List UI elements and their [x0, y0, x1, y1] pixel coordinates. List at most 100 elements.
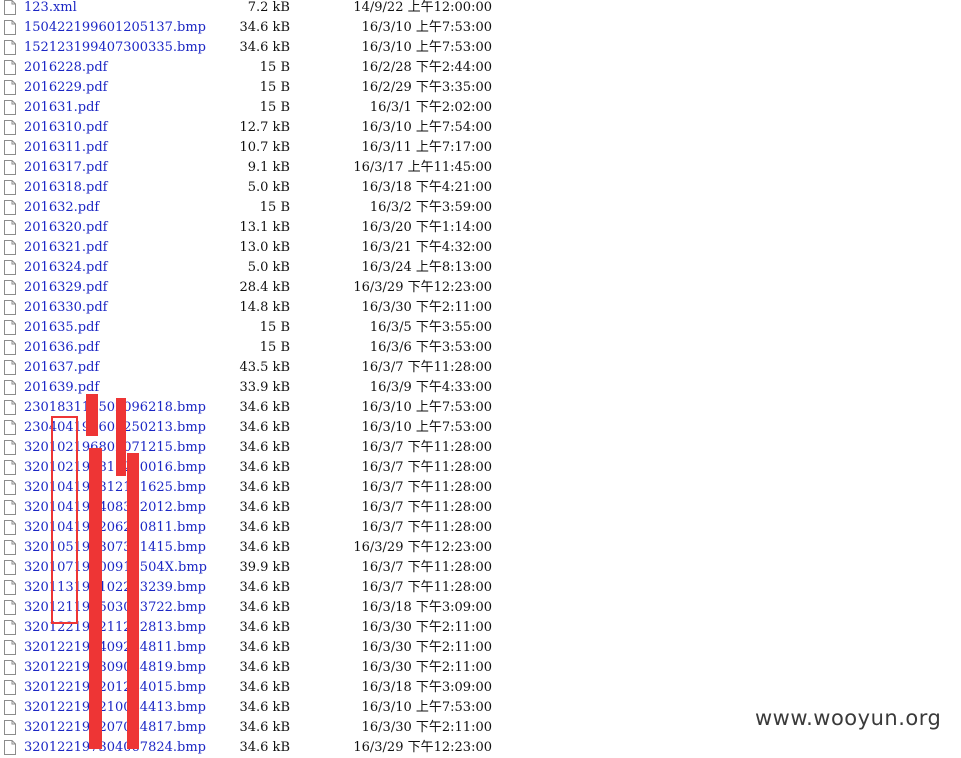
file-name-link[interactable]: 2016329.pdf [24, 280, 108, 295]
file-name-link[interactable]: 2016324.pdf [24, 260, 108, 275]
file-date: 16/3/30 下午2:11:00 [361, 640, 492, 655]
file-row: 320104196408302012.bmp 34.6 kB 16/3/7 下午11… [0, 498, 520, 518]
file-size: 15 B [259, 100, 290, 115]
file-name-link[interactable]: 2016318.pdf [24, 180, 108, 195]
file-name-link[interactable]: 320122196210044413.bmp [24, 700, 206, 715]
file-row: 320113196102283239.bmp 34.6 kB 16/3/7 下午11… [0, 578, 520, 598]
file-icon [4, 220, 16, 235]
file-icon [4, 720, 16, 735]
file-row: 32010719600918504X.bmp 39.9 kB 16/3/7 下午11… [0, 558, 520, 578]
file-name-link[interactable]: 201631.pdf [24, 100, 100, 115]
file-name-link[interactable]: 320122196409244811.bmp [24, 640, 206, 655]
file-icon [4, 180, 16, 195]
file-icon [4, 100, 16, 115]
file-date: 16/3/10 上午7:53:00 [361, 420, 492, 435]
file-name-link[interactable]: 320122196201244015.bmp [24, 680, 206, 695]
file-date: 16/3/10 上午7:53:00 [361, 20, 492, 35]
file-name-link[interactable]: 320102196802071215.bmp [24, 440, 206, 455]
file-row: 201637.pdf 43.5 kB 16/3/7 下午11:28:00 [0, 358, 520, 378]
file-name-link[interactable]: 123.xml [24, 0, 77, 15]
file-size: 33.9 kB [239, 380, 290, 395]
file-date: 16/3/1 下午2:02:00 [369, 100, 492, 115]
file-date: 16/3/17 上午11:45:00 [353, 160, 492, 175]
file-icon [4, 60, 16, 75]
file-name-link[interactable]: 2016317.pdf [24, 160, 108, 175]
file-row: 230404196608250213.bmp 34.6 kB 16/3/10 上午7… [0, 418, 520, 438]
file-name-link[interactable]: 201636.pdf [24, 340, 100, 355]
file-name-link[interactable]: 201632.pdf [24, 200, 100, 215]
file-size: 34.6 kB [239, 20, 290, 35]
file-date: 16/3/30 下午2:11:00 [361, 300, 492, 315]
file-size: 34.6 kB [239, 680, 290, 695]
file-row: 320104196312121625.bmp 34.6 kB 16/3/7 下午11… [0, 478, 520, 498]
file-name-link[interactable]: 2016330.pdf [24, 300, 108, 315]
file-row: 320122196207044817.bmp 34.6 kB 16/3/30 下午2… [0, 718, 520, 738]
file-date: 16/3/29 下午12:23:00 [353, 280, 492, 295]
file-row: 2016229.pdf 15 B 16/2/29 下午3:35:00 [0, 78, 520, 98]
file-name-link[interactable]: 2016320.pdf [24, 220, 108, 235]
file-name-link[interactable]: 201639.pdf [24, 380, 100, 395]
file-icon [4, 80, 16, 95]
file-date: 14/9/22 上午12:00:00 [353, 0, 492, 15]
file-date: 16/3/20 下午1:14:00 [361, 220, 492, 235]
file-row: 2016321.pdf 13.0 kB 16/3/21 下午4:32:00 [0, 238, 520, 258]
file-name-link[interactable]: 230404196608250213.bmp [24, 420, 206, 435]
file-name-link[interactable]: 150422199601205137.bmp [24, 20, 206, 35]
file-icon [4, 340, 16, 355]
file-name-link[interactable]: 320122196207044817.bmp [24, 720, 206, 735]
file-row: 320102196802071215.bmp 34.6 kB 16/3/7 下午11… [0, 438, 520, 458]
file-name-link[interactable]: 320122197304067824.bmp [24, 740, 206, 755]
file-date: 16/3/10 上午7:53:00 [361, 400, 492, 415]
file-size: 15 B [259, 320, 290, 335]
file-date: 16/3/7 下午11:28:00 [361, 520, 492, 535]
file-name-link[interactable]: 230183119502096218.bmp [24, 400, 206, 415]
file-size: 34.6 kB [239, 580, 290, 595]
file-name-link[interactable]: 152123199407300335.bmp [24, 40, 206, 55]
file-size: 34.6 kB [239, 740, 290, 755]
file-name-link[interactable]: 320122196309044819.bmp [24, 660, 206, 675]
file-name-link[interactable]: 320105196307301415.bmp [24, 540, 206, 555]
file-name-link[interactable]: 2016321.pdf [24, 240, 108, 255]
file-date: 16/3/7 下午11:28:00 [361, 440, 492, 455]
file-name-link[interactable]: 320104196206200811.bmp [24, 520, 206, 535]
file-name-link[interactable]: 2016310.pdf [24, 120, 108, 135]
file-name-link[interactable]: 320104196312121625.bmp [24, 480, 206, 495]
file-icon [4, 560, 16, 575]
file-row: 2016320.pdf 13.1 kB 16/3/20 下午1:14:00 [0, 218, 520, 238]
file-icon [4, 300, 16, 315]
file-row: 320122196309044819.bmp 34.6 kB 16/3/30 下午2… [0, 658, 520, 678]
file-size: 28.4 kB [239, 280, 290, 295]
file-name-link[interactable]: 320104196408302012.bmp [24, 500, 206, 515]
file-size: 34.6 kB [239, 480, 290, 495]
file-icon [4, 0, 16, 15]
file-icon [4, 240, 16, 255]
file-name-link[interactable]: 320102196811200016.bmp [24, 460, 206, 475]
file-date: 16/3/2 下午3:59:00 [369, 200, 492, 215]
file-name-link[interactable]: 2016311.pdf [24, 140, 108, 155]
file-size: 34.6 kB [239, 660, 290, 675]
file-icon [4, 700, 16, 715]
file-icon [4, 360, 16, 375]
file-size: 34.6 kB [239, 460, 290, 475]
file-row: 230183119502096218.bmp 34.6 kB 16/3/10 上午7… [0, 398, 520, 418]
file-name-link[interactable]: 201637.pdf [24, 360, 100, 375]
file-name-link[interactable]: 320113196102283239.bmp [24, 580, 206, 595]
file-name-link[interactable]: 2016228.pdf [24, 60, 108, 75]
redaction-bar [127, 453, 139, 749]
file-name-link[interactable]: 2016229.pdf [24, 80, 108, 95]
file-date: 16/3/18 下午3:09:00 [361, 680, 492, 695]
file-row: 201631.pdf 15 B 16/3/1 下午2:02:00 [0, 98, 520, 118]
file-row: 320122196409244811.bmp 34.6 kB 16/3/30 下午2… [0, 638, 520, 658]
file-name-link[interactable]: 320121196503033722.bmp [24, 600, 206, 615]
file-icon [4, 480, 16, 495]
file-date: 16/3/7 下午11:28:00 [361, 580, 492, 595]
file-name-link[interactable]: 201635.pdf [24, 320, 100, 335]
file-date: 16/3/18 下午4:21:00 [361, 180, 492, 195]
file-row: 2016317.pdf 9.1 kB 16/3/17 上午11:45:00 [0, 158, 520, 178]
file-size: 34.6 kB [239, 500, 290, 515]
file-icon [4, 320, 16, 335]
file-date: 16/3/30 下午2:11:00 [361, 720, 492, 735]
file-date: 16/3/24 上午8:13:00 [361, 260, 492, 275]
file-name-link[interactable]: 32010719600918504X.bmp [24, 560, 207, 575]
file-date: 16/3/6 下午3:53:00 [369, 340, 492, 355]
